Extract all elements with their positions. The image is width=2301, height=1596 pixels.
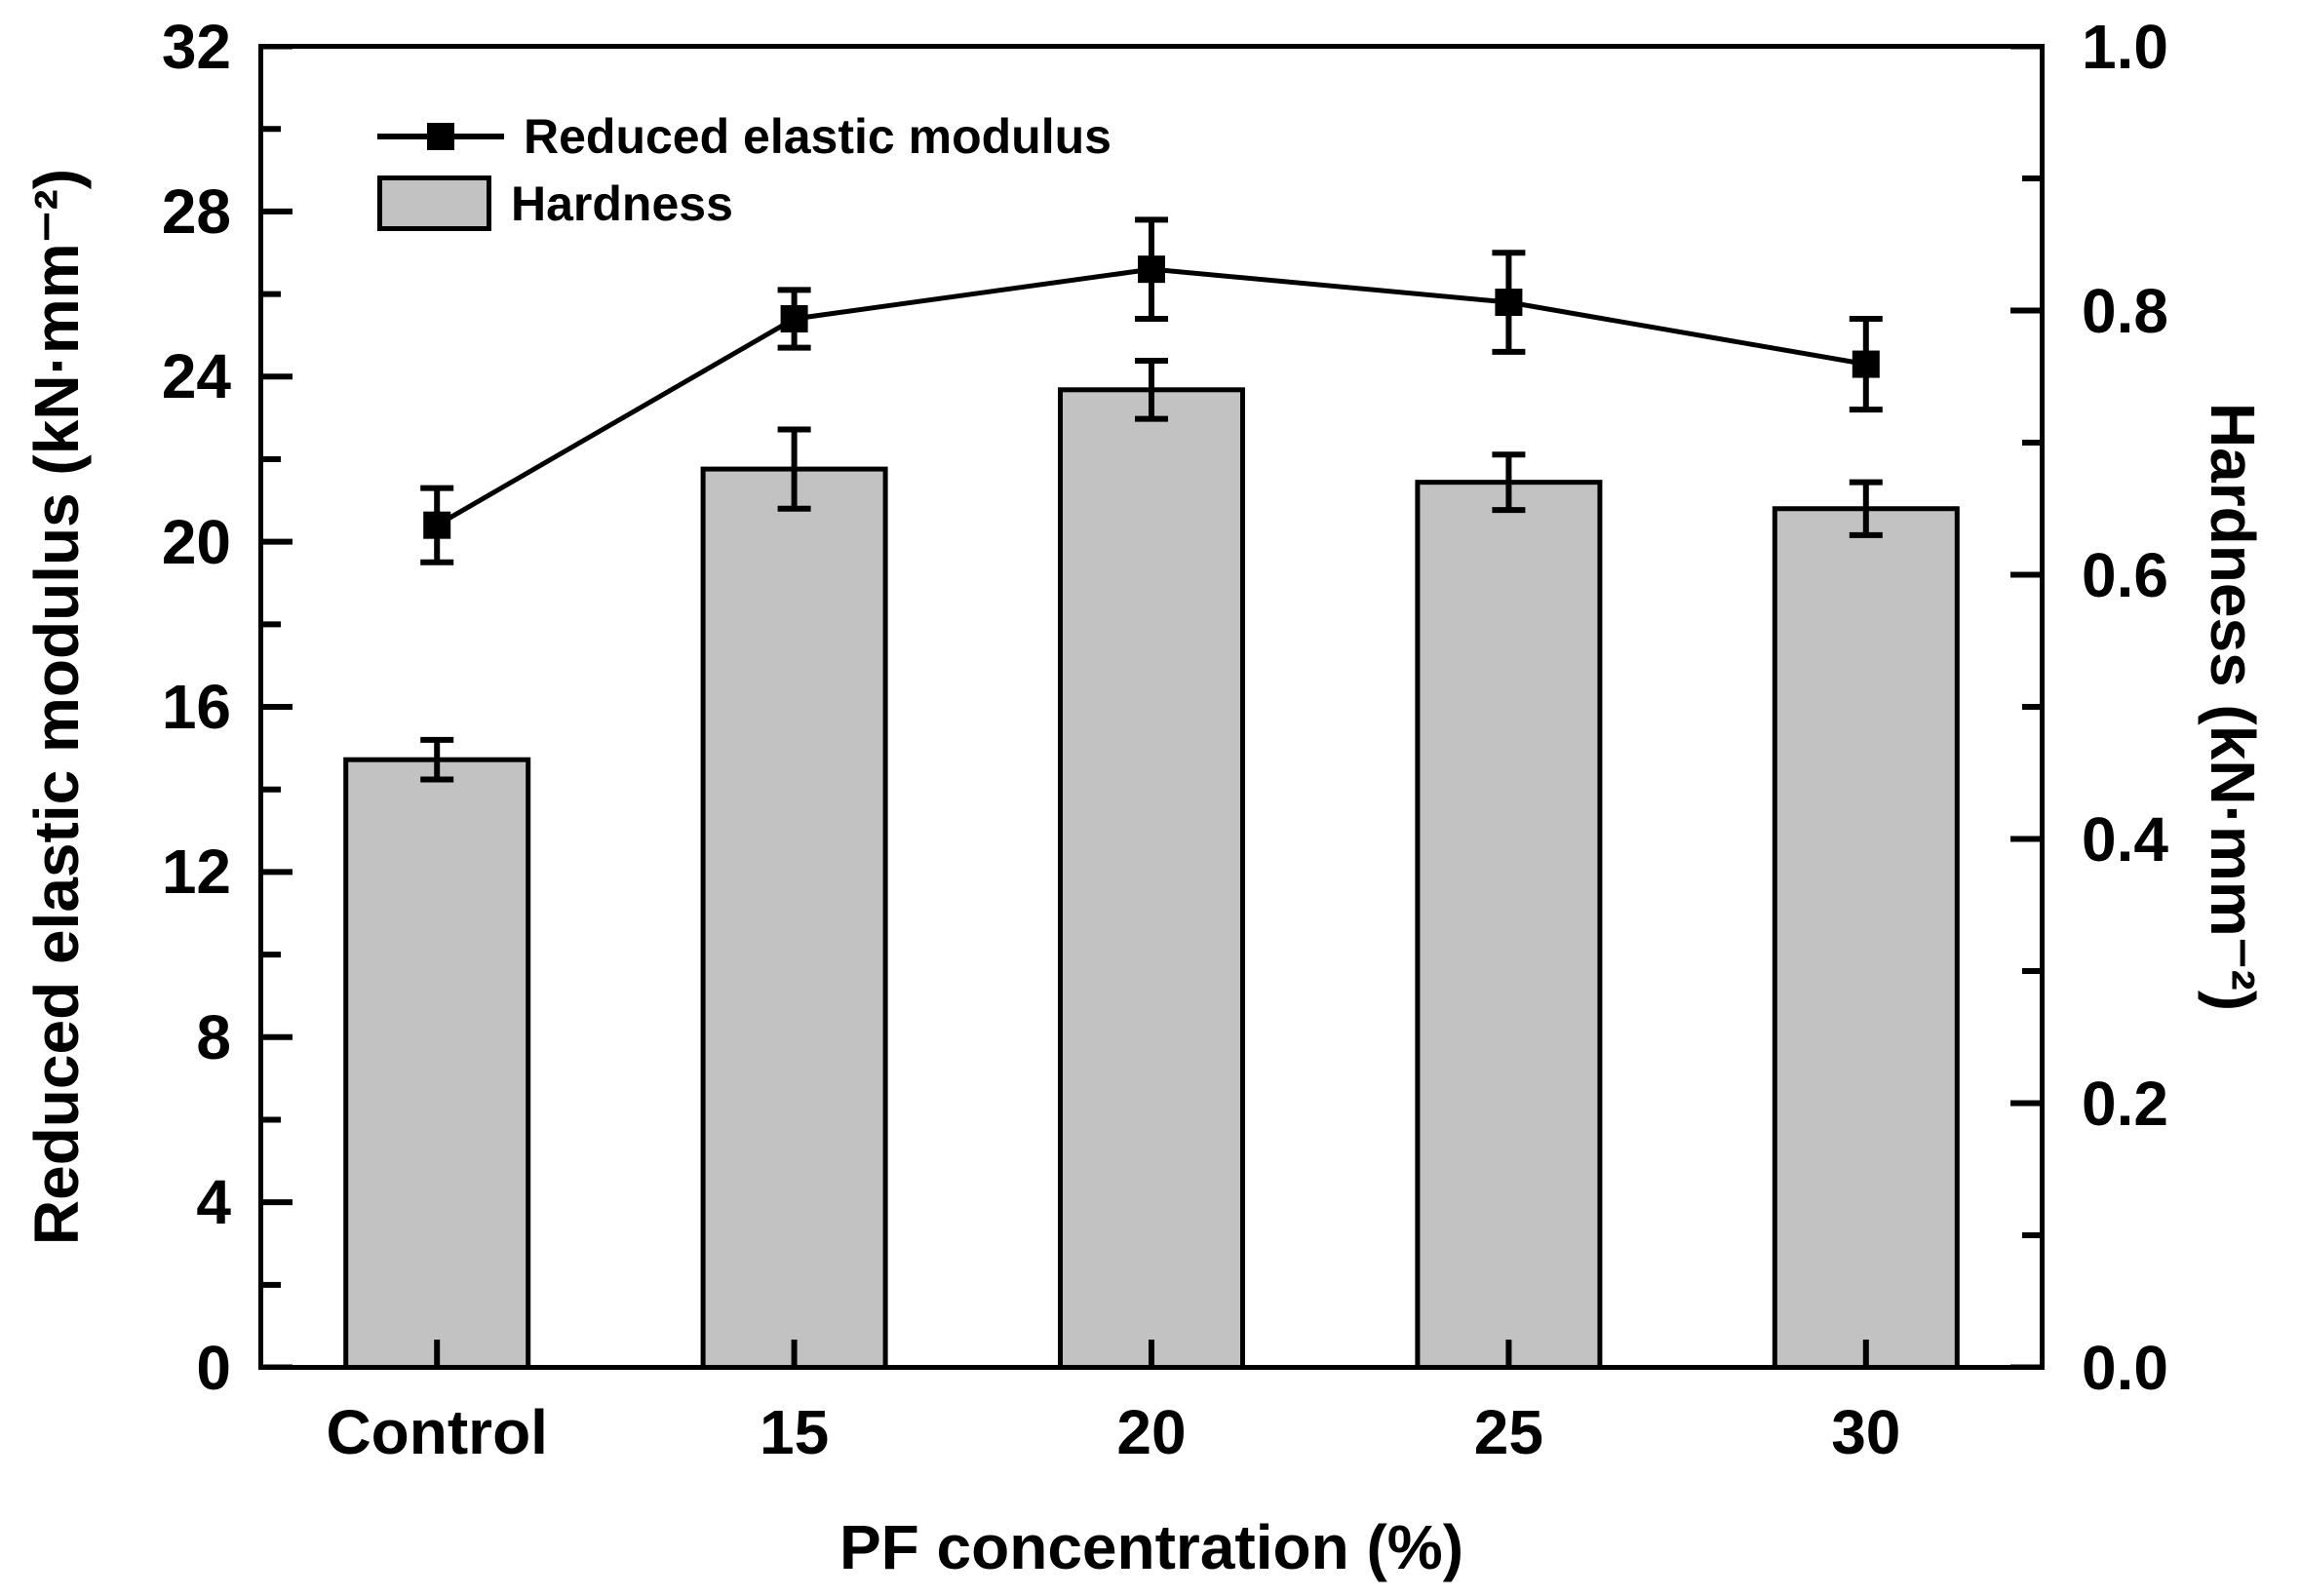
- hardness-swatch-icon: [377, 175, 491, 231]
- modulus-marker-25: [1495, 289, 1523, 317]
- bar-20: [1058, 387, 1245, 1370]
- line-marker-icon: [377, 122, 504, 150]
- x-axis-tick-label: 25: [1473, 1397, 1543, 1467]
- x-axis-tick-label: 20: [1116, 1397, 1187, 1467]
- left-axis-title: Reduced elastic modulus (kN·mm⁻²): [21, 168, 92, 1246]
- plot-area: Reduced elastic modulus Hardness: [258, 44, 2045, 1370]
- left-axis-tick-label: 28: [161, 175, 231, 247]
- right-axis-title: Hardness (kN·mm⁻²): [2198, 402, 2268, 1012]
- modulus-marker-20: [1138, 255, 1165, 284]
- modulus-marker-15: [780, 304, 808, 332]
- left-axis-tick-label: 8: [196, 1001, 231, 1072]
- hardness-error-bar-Control: [420, 736, 454, 783]
- left-axis-tick-label: 20: [161, 506, 231, 577]
- right-axis-tick-label: 0.8: [2082, 275, 2168, 346]
- right-axis-tick-label: 0.2: [2082, 1068, 2168, 1139]
- x-axis-title: PF concentration (%): [838, 1512, 1464, 1582]
- left-axis-tick-label: 0: [196, 1332, 231, 1403]
- bar-Control: [343, 757, 531, 1370]
- left-axis-tick-label: 32: [161, 11, 231, 82]
- left-axis-tick-label: 4: [196, 1167, 231, 1238]
- modulus-marker-Control: [423, 511, 451, 539]
- x-axis-tick-label: 15: [760, 1397, 830, 1467]
- bar-25: [1415, 480, 1603, 1370]
- hardness-error-bar-15: [777, 426, 811, 512]
- x-axis-tick-label: Control: [326, 1397, 548, 1467]
- legend-label-modulus: Reduced elastic modulus: [524, 108, 1112, 164]
- left-axis-tick-label: 16: [161, 672, 231, 742]
- bar-15: [700, 466, 888, 1370]
- x-axis-tick-label: 30: [1831, 1397, 1901, 1467]
- hardness-error-bar-25: [1492, 451, 1526, 514]
- right-axis-tick-label: 0.0: [2082, 1332, 2168, 1403]
- bar-30: [1772, 506, 1960, 1370]
- legend-item-hardness: Hardness: [377, 175, 1112, 231]
- modulus-marker-30: [1852, 350, 1880, 378]
- right-axis-tick-label: 1.0: [2082, 11, 2168, 82]
- legend: Reduced elastic modulus Hardness: [377, 108, 1112, 231]
- right-axis-tick-label: 0.4: [2082, 803, 2168, 875]
- legend-item-modulus: Reduced elastic modulus: [377, 108, 1112, 164]
- legend-label-hardness: Hardness: [511, 175, 733, 231]
- right-axis-tick-label: 0.6: [2082, 539, 2168, 610]
- left-axis-tick-label: 24: [161, 341, 231, 412]
- hardness-error-bar-30: [1849, 479, 1883, 538]
- hardness-error-bar-20: [1135, 357, 1168, 422]
- plot-canvas: [258, 44, 2045, 1370]
- left-axis-tick-label: 12: [161, 837, 231, 908]
- plot-border: [258, 44, 2045, 1370]
